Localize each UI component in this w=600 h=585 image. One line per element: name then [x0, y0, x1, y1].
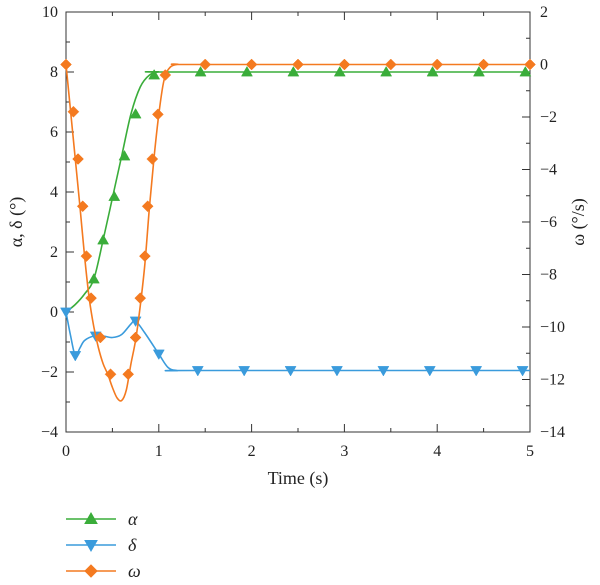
series-line-2 — [65, 63, 530, 402]
series-marker-2 — [122, 368, 135, 381]
series-marker-2 — [60, 58, 72, 71]
legend-label-2: ω — [128, 561, 141, 580]
x-tick-label: 0 — [62, 443, 70, 460]
y-right-tick-label: −2 — [540, 109, 557, 126]
y-left-tick-label: −4 — [41, 424, 58, 441]
series-marker-2 — [245, 58, 258, 71]
y-right-tick-label: −8 — [540, 267, 557, 284]
series-marker-1 — [191, 366, 204, 377]
series-marker-1 — [516, 366, 529, 377]
x-tick-label: 3 — [340, 443, 348, 460]
series-marker-2 — [524, 58, 536, 71]
series-marker-2 — [129, 331, 142, 344]
y-right-tick-label: −6 — [540, 214, 557, 231]
series-marker-0 — [194, 65, 207, 77]
series-line-1 — [65, 311, 530, 372]
series-marker-2 — [76, 200, 89, 213]
legend: αδω — [66, 509, 141, 581]
series-marker-2 — [159, 69, 172, 81]
series-marker-2 — [431, 58, 444, 71]
y-left-tick-label: 0 — [50, 304, 58, 321]
series-layer — [60, 58, 536, 402]
series-marker-2 — [80, 250, 93, 262]
legend-label-0: α — [128, 509, 138, 529]
legend-label-1: δ — [128, 535, 137, 555]
y-left-tick-label: 10 — [42, 4, 58, 21]
series-marker-2 — [199, 58, 212, 71]
y-right-axis-title: ω (°/s) — [568, 198, 589, 246]
y-right-tick-label: −14 — [540, 424, 565, 441]
series-marker-0 — [129, 107, 142, 119]
x-tick-label: 4 — [433, 443, 441, 460]
series-marker-0 — [148, 68, 161, 80]
series-marker-1 — [331, 366, 343, 377]
y-left-axis-title: α, δ (°) — [6, 197, 27, 248]
x-tick-label: 5 — [526, 443, 534, 460]
series-marker-0 — [118, 149, 131, 161]
series-marker-0 — [97, 233, 110, 245]
x-axis-title: Time (s) — [268, 468, 329, 489]
y-right-tick-label: −10 — [540, 319, 565, 336]
series-marker-2 — [104, 368, 117, 381]
series-marker-0 — [87, 272, 100, 284]
series-marker-0 — [241, 65, 253, 77]
series-marker-0 — [333, 65, 346, 77]
series-marker-0 — [380, 65, 393, 77]
legend-marker-2 — [84, 564, 98, 578]
legend-marker-1 — [84, 540, 98, 553]
series-marker-1 — [423, 366, 436, 377]
y-left-tick-label: 8 — [50, 64, 58, 81]
y-right-tick-label: 2 — [540, 4, 548, 21]
series-marker-1 — [60, 307, 72, 319]
y-right-tick-label: −4 — [540, 162, 557, 179]
series-marker-2 — [141, 200, 154, 213]
x-tick-label: 1 — [155, 443, 163, 460]
series-marker-2 — [338, 58, 351, 71]
series-marker-2 — [146, 153, 159, 165]
series-marker-2 — [94, 331, 107, 344]
series-line-0 — [65, 70, 530, 313]
y-right-tick-label: −12 — [540, 372, 565, 389]
legend-marker-0 — [84, 511, 98, 524]
series-marker-0 — [108, 190, 121, 201]
y-left-tick-label: 6 — [50, 124, 58, 141]
y-right-tick-label: 0 — [540, 57, 548, 74]
series-marker-2 — [67, 105, 80, 118]
series-marker-1 — [470, 366, 483, 377]
series-marker-2 — [477, 58, 490, 71]
series-marker-1 — [69, 351, 82, 362]
series-marker-2 — [292, 58, 304, 71]
series-marker-0 — [287, 65, 300, 77]
series-marker-1 — [377, 366, 390, 377]
series-marker-1 — [152, 349, 165, 361]
series-marker-0 — [519, 65, 532, 77]
series-marker-2 — [152, 108, 164, 121]
y-left-tick-label: 4 — [50, 184, 58, 201]
series-marker-1 — [284, 366, 297, 377]
y-left-tick-label: 2 — [50, 244, 58, 261]
series-marker-0 — [473, 65, 485, 77]
series-marker-2 — [85, 292, 97, 304]
series-marker-1 — [238, 366, 251, 377]
y-left-tick-label: −2 — [41, 364, 58, 381]
series-marker-0 — [426, 65, 439, 77]
series-marker-2 — [384, 58, 397, 71]
series-marker-2 — [134, 292, 147, 304]
series-marker-2 — [139, 250, 151, 262]
axes-layer: 0 1 2 3 4 5 −4 −2 0 2 4 6 8 10 −14 −12 −10 −8 −6 −4 −2 0 2 Time… — [6, 4, 589, 489]
x-tick-label: 2 — [248, 443, 256, 460]
series-marker-2 — [72, 153, 84, 165]
